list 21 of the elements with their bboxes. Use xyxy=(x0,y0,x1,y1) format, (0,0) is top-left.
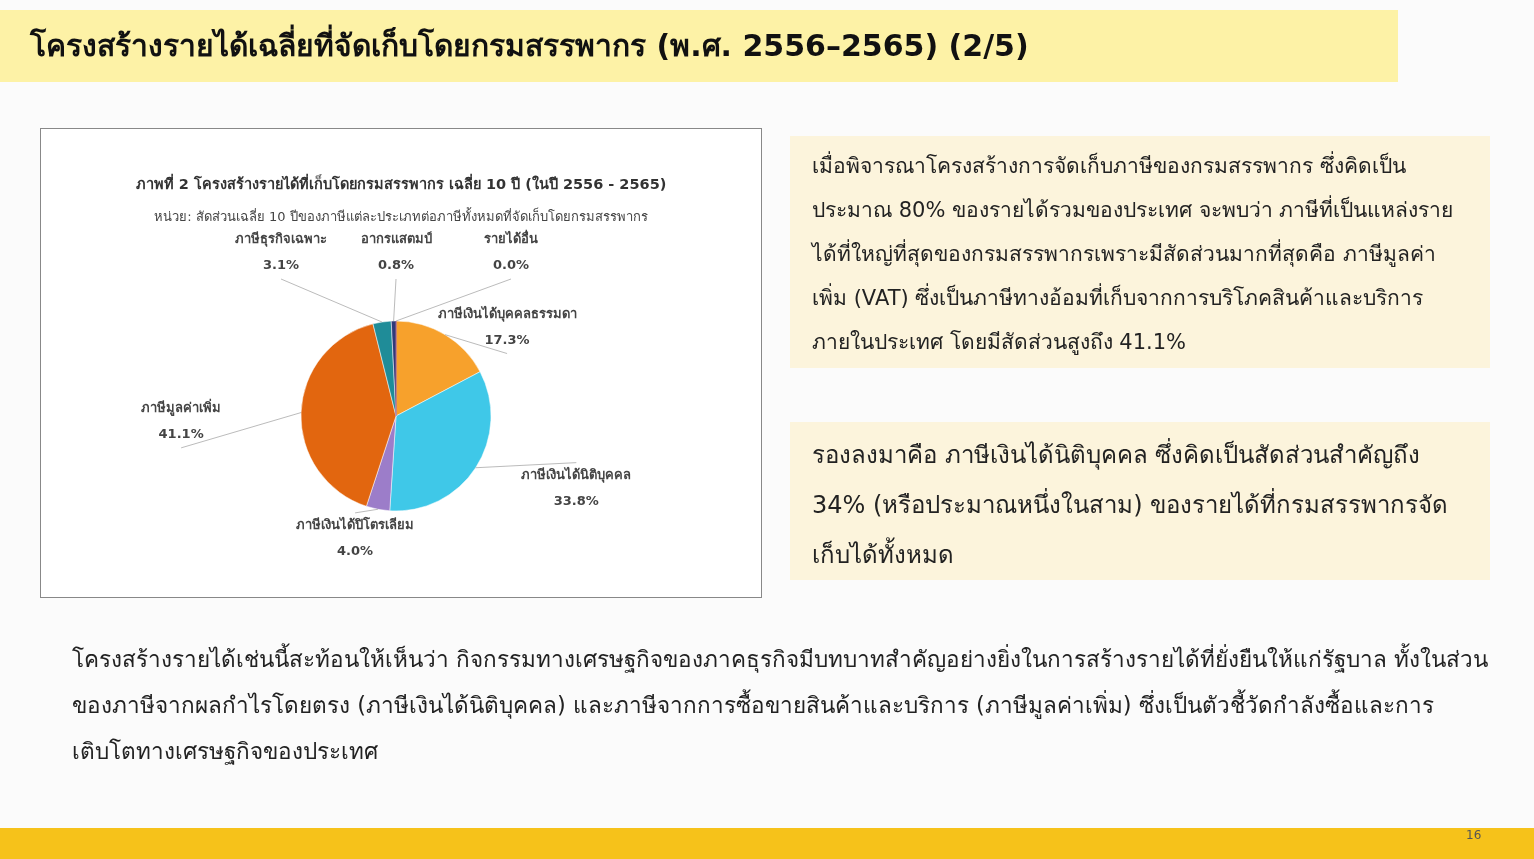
data-label: 4.0% xyxy=(337,542,374,558)
text: เมื่อพิจารณาโครงสร้างการจัดเก็บภาษีของกรมสรรพากร ซึ่งคิดเป็นประมาณ 80% ของรายได้รวมของประเทศ จะพบว่า ภาษีที่เป็นแหล่งรายได้ที่ใหญ่ที่สุดของกรมสรรพากรเพราะมีสัดส่วนมากที่สุดคือ ภาษีมูลค่าเพิ่ม (VAT) ซึ่งเป็นภาษีทางอ้อมที่เก็บจากการบริโภคสินค้าและบริการภายในประเทศ โดยมีสัดส่วนสูงถึง 41.1% xyxy=(790,136,1490,368)
data-label: 41.1% xyxy=(158,425,204,441)
chart-title: ภาพที่ 2 โครงสร้างรายได้ที่เก็บโดยกรมสรรพากร เฉลี่ย 10 ปี (ในปี 2556 - 2565) xyxy=(135,173,667,192)
text: 0.0% xyxy=(492,257,530,272)
text: รองลงมาคือ ภาษีเงินได้นิติบุคคล ซึ่งคิดเป็นสัดส่วนสำคัญถึง 34% (หรือประมาณหนึ่งในสาม) ของรายได้ที่กรมสรรพากรจัดเก็บได้ทั้งหมด xyxy=(790,422,1490,580)
data-label: 3.1% xyxy=(262,257,300,272)
slice-label: อากรแสตมป์ xyxy=(360,231,432,246)
slice-label: ภาษีเงินได้ปิโตรเลียม xyxy=(296,515,415,532)
text: โครงสร้างรายได้เฉลี่ยที่จัดเก็บโดยกรมสรรพากร (พ.ศ. 2556–2565) (2/5) xyxy=(30,23,1030,65)
data-label: 17.3% xyxy=(484,331,530,347)
slice-label: ภาษีเงินได้นิติบุคคล xyxy=(521,465,632,483)
text: โครงสร้างรายได้เช่นนี้สะท้อนให้เห็นว่า กิจกรรมทางเศรษฐกิจของภาคธุรกิจมีบทบาทสำคัญอย่างยิ่งในการสร้างรายได้ที่ยั่งยืนให้แก่รัฐบาล ทั้งในส่วนของภาษีจากผลกำไรโดยตรง (ภาษีเงินได้นิติบุคคล) และภาษีจากการซื้อขายสินค้าและบริการ (ภาษีมูลค่าเพิ่ม) ซึ่งเป็นตัวชี้วัดกำลังซื้อและการเติบโตทางเศรษฐกิจของประเทศ xyxy=(72,642,1490,767)
slice-label: ภาษีธุรกิจเฉพาะ xyxy=(235,231,327,247)
chart-subtitle: หน่วย: สัดส่วนเฉลี่ย 10 ปีของภาษีแต่ละประเภทต่อภาษีทั้งหมดที่จัดเก็บโดยกรมสรรพากร xyxy=(154,207,648,224)
slice-label: ภาษีเงินได้บุคคลธรรมดา xyxy=(437,304,577,322)
category-label: รายได้อื่น xyxy=(484,231,538,246)
slice-label: ภาษีมูลค่าเพิ่ม xyxy=(141,397,222,416)
data-label: 0.8% xyxy=(377,257,415,272)
data-label: 33.8% xyxy=(553,492,599,508)
text: 16 xyxy=(1466,828,1482,842)
